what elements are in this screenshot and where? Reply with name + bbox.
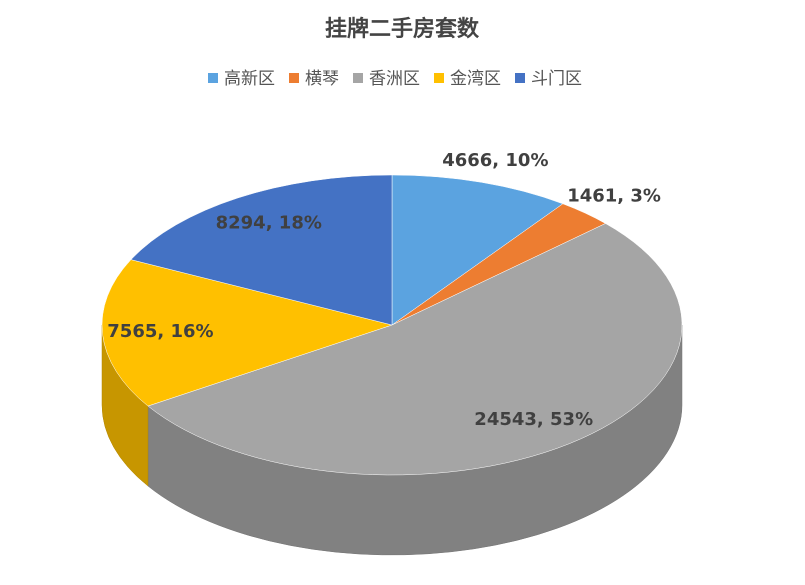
legend-label: 香洲区 — [369, 69, 420, 89]
legend: 高新区 横琴 香洲区 金湾区 斗门区 — [208, 69, 582, 89]
value-label: 8294, 18% — [216, 212, 322, 233]
legend-label: 金湾区 — [450, 69, 501, 89]
legend-item: 横琴 — [289, 69, 339, 89]
legend-item: 金湾区 — [434, 69, 501, 89]
legend-label: 横琴 — [305, 69, 339, 89]
value-label: 24543, 53% — [474, 409, 593, 430]
pie-tops — [101, 174, 683, 476]
legend-swatch — [434, 73, 444, 83]
legend-swatch — [515, 73, 525, 83]
pie-slice — [101, 259, 393, 407]
legend-swatch — [353, 73, 363, 83]
legend-label: 斗门区 — [531, 69, 582, 89]
legend-item: 斗门区 — [515, 69, 582, 89]
pie-slice — [130, 174, 393, 326]
pie-slice — [391, 174, 564, 326]
legend-item: 高新区 — [208, 69, 275, 89]
legend-swatch — [289, 73, 299, 83]
legend-swatch — [208, 73, 218, 83]
legend-item: 香洲区 — [353, 69, 420, 89]
value-labels: 4666, 10% 1461, 3% 24543, 53% 7565, 16% 8294… — [107, 150, 661, 430]
legend-label: 高新区 — [224, 69, 275, 89]
chart-title: 挂牌二手房套数 — [325, 16, 480, 42]
pie-slice — [147, 223, 683, 476]
value-label: 1461, 3% — [567, 185, 661, 206]
value-label: 4666, 10% — [442, 150, 548, 171]
value-label: 7565, 16% — [107, 321, 213, 342]
